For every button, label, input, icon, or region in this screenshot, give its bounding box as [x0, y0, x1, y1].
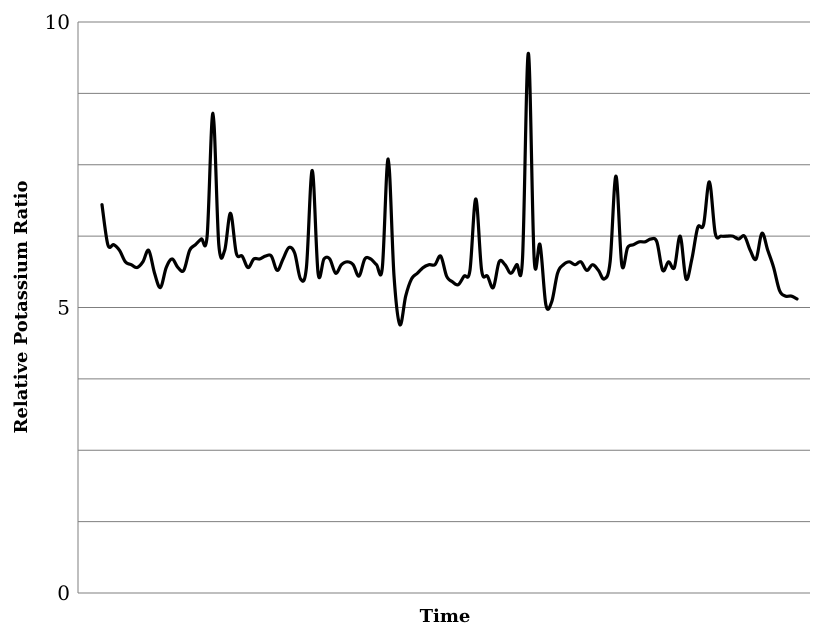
series-line: [100, 51, 799, 327]
y-tick-label-1: 5: [57, 296, 70, 320]
y-tick-label-0: 0: [57, 581, 70, 605]
y-tick-label-2: 10: [45, 10, 70, 34]
y-axis-title: Relative Potassium Ratio: [11, 181, 32, 434]
grid-lines: [78, 21, 810, 594]
x-axis-title: Time: [420, 606, 471, 627]
y-tick-labels: 0 5 10: [45, 10, 70, 605]
